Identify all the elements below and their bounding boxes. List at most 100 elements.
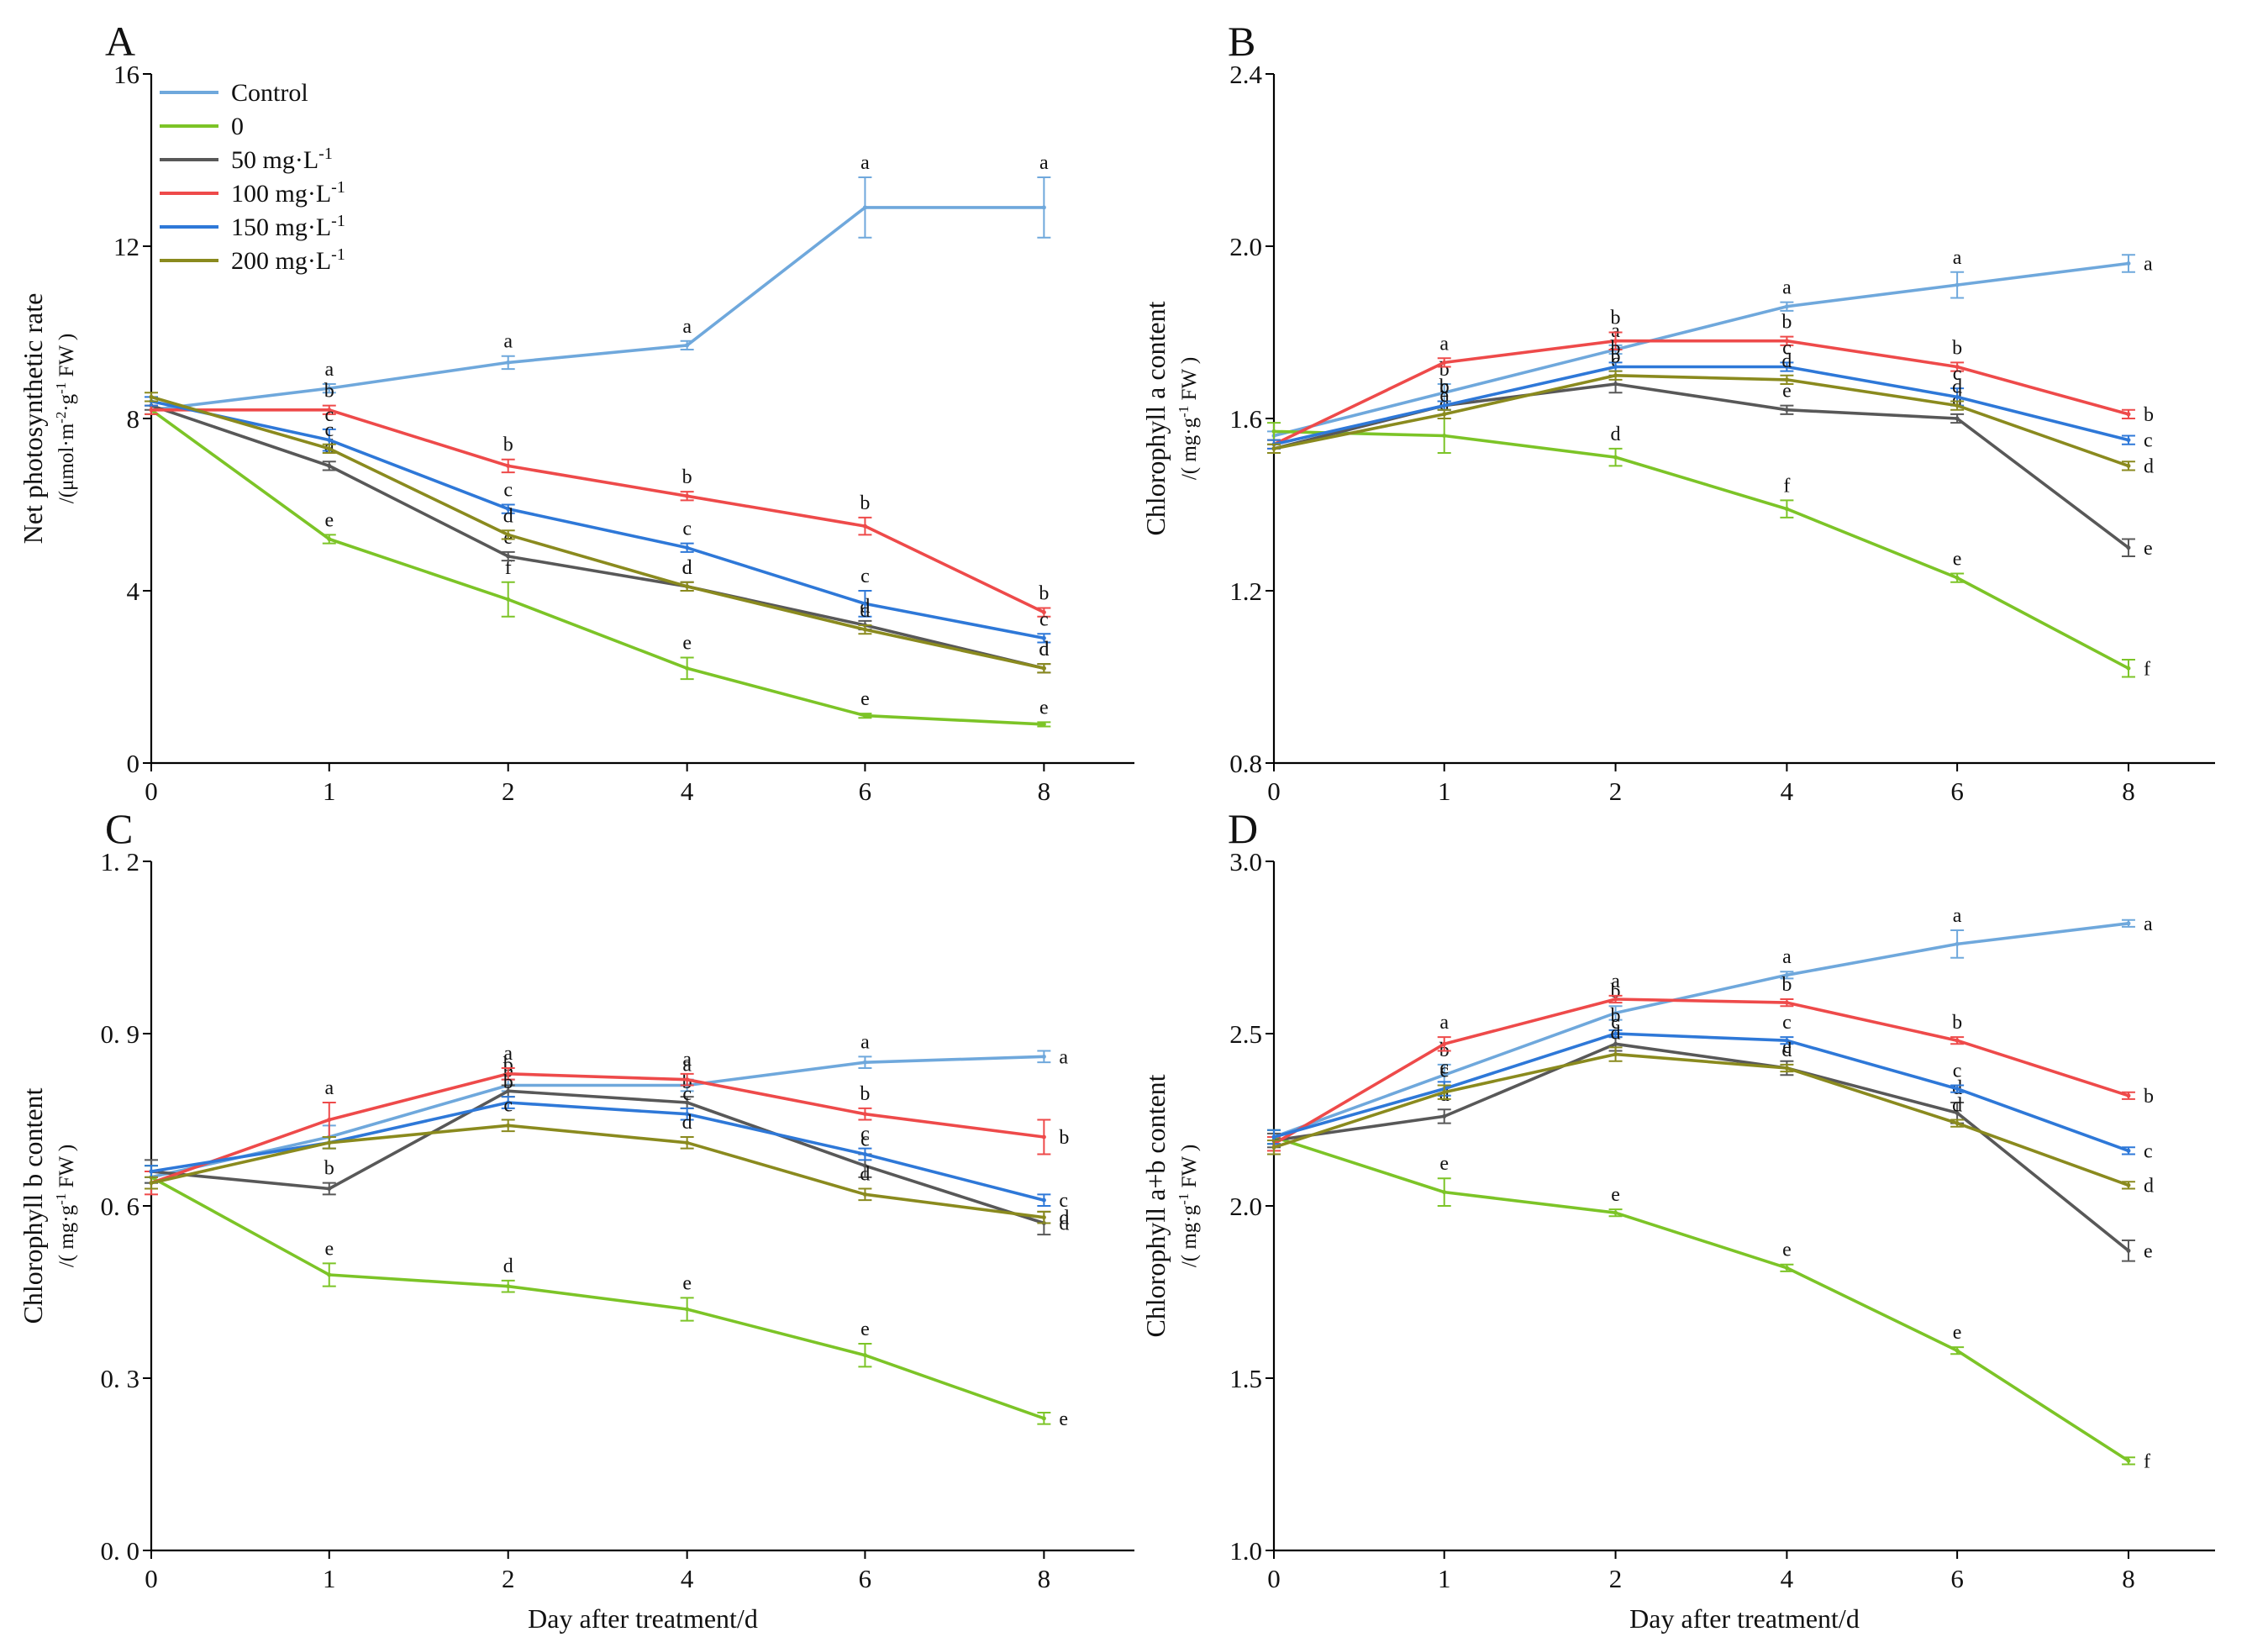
x-tick-label: 2 [502, 776, 515, 806]
y-tick-label: 2.5 [1229, 1019, 1262, 1049]
y-tick-label: 0. 6 [101, 1192, 140, 1221]
x-tick-label: 4 [681, 1564, 694, 1593]
significance-letter: c [860, 566, 870, 587]
series-line-c200 [150, 1124, 1045, 1219]
series-line-c100 [150, 1072, 1045, 1185]
x-tick-label: 8 [2122, 1564, 2135, 1593]
y-tick-label: 2.4 [1229, 60, 1262, 89]
y-axis-title: Chlorophyll a content [1140, 301, 1171, 535]
significance-letter: e [1439, 385, 1449, 407]
significance-letter: b [860, 1083, 870, 1105]
series-line-c200 [1273, 373, 2129, 468]
y-tick-label: 4 [127, 576, 140, 606]
panel-letter: D [1228, 805, 1258, 852]
x-axis-title: Day after treatment/d [1629, 1603, 1860, 1634]
y-axis-title: Chlorophyll a+b content [1140, 1074, 1171, 1337]
legend-label-sup: -1 [318, 145, 333, 163]
series-line-control [1273, 922, 2129, 1139]
panel-b: B 0.8 1.2 1.6 2.0 2.4 0 1 2 4 6 8 Chlorophyll a cont… [1140, 18, 2215, 806]
y-axis-title: Chlorophyll b content [18, 1087, 48, 1324]
significance-letter: c [1782, 337, 1792, 359]
x-tick-label: 8 [1038, 776, 1051, 806]
significance-letter: b [682, 466, 692, 488]
significance-letter: b [324, 1158, 334, 1180]
significance-letter: d [1039, 639, 1049, 661]
series-line-zero [1273, 429, 2129, 670]
x-tick-label: 0 [1267, 776, 1281, 806]
y-axis-title: Net photosynthetic rate [18, 293, 48, 545]
y-tick-label: 2.0 [1229, 232, 1262, 261]
significance-letter: e [2144, 538, 2153, 560]
y-tick-label: 12 [113, 232, 139, 261]
panel-c: C 0. 0 0. 3 0. 6 0. 9 1. 2 0 1 2 4 6 8 Day after tre… [18, 805, 1134, 1634]
panel-d: D 1.0 1.5 2.0 2.5 3.0 0 1 2 4 6 8 Day after treatmen… [1140, 805, 2215, 1634]
series-line-zero [150, 408, 1045, 726]
significance-letter: d [503, 505, 513, 527]
y-axis-unit-part: /( mg·g [55, 1204, 78, 1267]
series-line-c50 [1273, 1042, 2130, 1252]
series-line-c50 [150, 403, 1045, 671]
significance-letter: e [1953, 549, 1962, 571]
significance-letter: d [2144, 455, 2154, 477]
x-tick-label: 2 [1609, 776, 1623, 806]
x-tick-label: 1 [1438, 1564, 1451, 1593]
significance-letter: e [1782, 381, 1792, 403]
significance-letter: a [1953, 247, 1962, 269]
significance-letter: c [1782, 1012, 1792, 1034]
y-tick-label: 1.6 [1229, 404, 1262, 434]
y-axis-unit-part: FW ) [55, 334, 78, 382]
significance-letter: c [1039, 608, 1049, 630]
y-tick-label: 2.0 [1229, 1192, 1262, 1221]
panel-letter: B [1228, 18, 1255, 65]
significance-letter: c [2144, 1140, 2153, 1162]
y-axis-unit: /( mg·g-1 FW ) [53, 1145, 79, 1267]
significance-letter: c [503, 480, 513, 502]
significance-letter: b [2144, 1086, 2154, 1108]
legend-label-zero: 0 [231, 113, 244, 140]
y-tick-label: 1.0 [1229, 1536, 1262, 1566]
significance-letter: d [2144, 1175, 2154, 1197]
series-line-c150 [1273, 1032, 2129, 1153]
x-tick-label: 8 [1038, 1564, 1051, 1593]
significance-letter: a [1782, 946, 1792, 968]
x-tick-label: 0 [145, 1564, 158, 1593]
significance-letter: c [324, 419, 334, 441]
significance-letter: e [860, 1319, 870, 1340]
y-tick-label: 0 [127, 749, 140, 778]
significance-letter: f [505, 557, 512, 579]
series-c150: cb ccc [1267, 1005, 2153, 1162]
significance-letter: d [682, 557, 692, 579]
y-tick-label: 3.0 [1229, 847, 1262, 876]
significance-letter: c [1439, 376, 1449, 398]
significance-letter: e [1039, 697, 1049, 718]
y-axis-unit-part: FW ) [55, 1145, 78, 1193]
significance-letter: e [324, 1238, 334, 1260]
x-tick-label: 1 [323, 1564, 336, 1593]
y-axis-unit-part: -2 [53, 412, 69, 424]
significance-letter: e [682, 632, 692, 654]
significance-letter: c [1611, 1012, 1620, 1034]
significance-letter: c [860, 1129, 870, 1151]
y-tick-label: 16 [113, 60, 139, 89]
series-line-control [150, 1055, 1045, 1179]
significance-letter: e [1782, 1036, 1792, 1058]
series-c100: aa bbb [1267, 971, 2154, 1152]
series-line-c100 [1273, 997, 2129, 1145]
significance-letter: d [860, 600, 870, 622]
significance-letter: b [1952, 337, 1962, 359]
significance-letter: b [1439, 376, 1450, 398]
significance-letter: b [1039, 583, 1049, 605]
significance-letter: e [2144, 1240, 2153, 1262]
significance-letter: c [682, 518, 692, 540]
legend-label-text: 0 [231, 113, 244, 140]
series-line-control [150, 206, 1045, 412]
series-control: a a a a a [145, 152, 1051, 415]
y-axis-unit-part: -1 [1176, 1193, 1192, 1205]
significance-letter: d [1611, 424, 1621, 445]
series-zero: e f e e e [145, 404, 1051, 728]
y-tick-label: 0. 3 [101, 1364, 140, 1393]
significance-letter: c [1953, 363, 1962, 385]
significance-letter: a [1611, 971, 1620, 992]
